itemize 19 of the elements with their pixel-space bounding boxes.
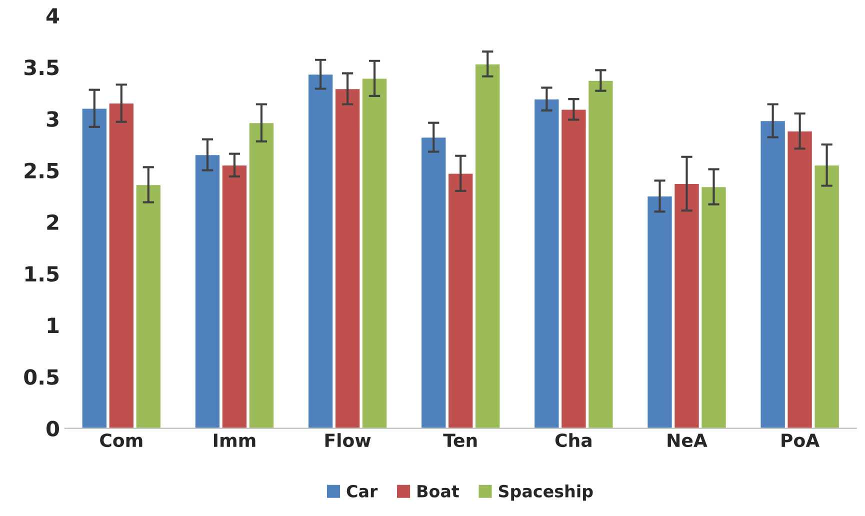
x-tick-label: Flow (325, 433, 371, 448)
x-tick-label: Cha (555, 433, 592, 448)
y-tick-label: 3.5 (24, 60, 59, 76)
y-tick-label: 0 (46, 420, 60, 436)
x-tick-label: Com (100, 433, 142, 448)
y-tick-label: 3 (46, 111, 58, 127)
legend-label: Spaceship (498, 484, 593, 501)
y-tick-label: 2.5 (24, 162, 59, 178)
x-tick-label: Imm (214, 434, 256, 447)
y-tick-label: 1 (48, 318, 59, 333)
x-tick-label: PoA (782, 434, 820, 448)
y-tick-label: 0.5 (24, 369, 59, 385)
legend-label: Boat (418, 485, 460, 498)
legend-label: Car (346, 484, 378, 498)
x-tick-label: NeA (668, 434, 708, 448)
y-tick-label: 1.5 (25, 266, 59, 282)
x-tick-label: Ten (443, 434, 477, 448)
y-tick-label: 4 (46, 8, 60, 24)
y-tick-label: 2 (47, 214, 58, 230)
